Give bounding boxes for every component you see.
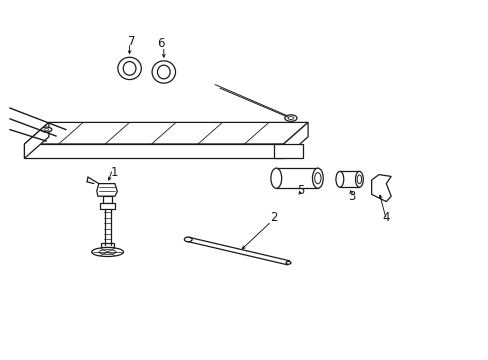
Polygon shape [24,122,307,144]
Text: 6: 6 [157,37,165,50]
Polygon shape [24,122,49,158]
Ellipse shape [41,127,52,132]
Ellipse shape [285,261,290,264]
Text: 3: 3 [347,190,355,203]
Polygon shape [100,203,115,209]
Text: 4: 4 [382,211,389,224]
Text: 5: 5 [296,184,304,197]
Text: 1: 1 [111,166,119,179]
Ellipse shape [355,171,363,187]
Ellipse shape [270,168,281,188]
Ellipse shape [335,171,343,187]
Polygon shape [102,196,112,203]
Polygon shape [371,175,390,202]
Ellipse shape [184,237,192,242]
Polygon shape [101,243,114,247]
Polygon shape [273,144,303,158]
Text: 7: 7 [128,35,136,48]
Ellipse shape [152,61,175,83]
Polygon shape [97,184,117,196]
Ellipse shape [92,248,123,256]
Polygon shape [24,144,283,158]
Polygon shape [276,168,317,188]
Polygon shape [283,122,307,158]
Ellipse shape [312,168,323,188]
Text: 2: 2 [269,211,277,224]
Ellipse shape [118,57,141,80]
Polygon shape [339,171,359,187]
Ellipse shape [284,115,296,121]
